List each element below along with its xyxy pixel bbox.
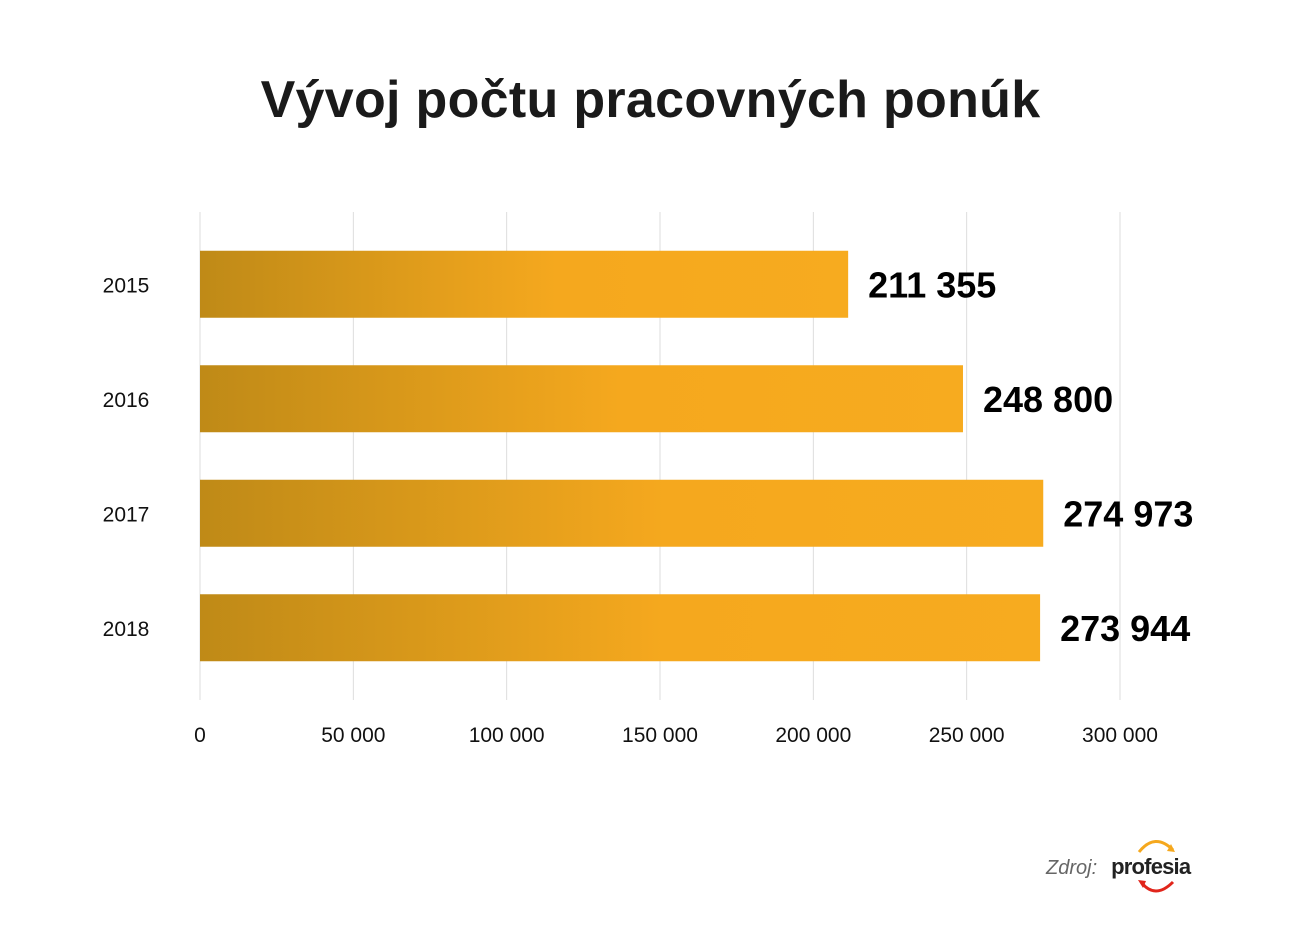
y-category-label: 2015 [103, 274, 150, 297]
x-tick-label: 100 000 [469, 724, 545, 747]
bar-value-label: 248 800 [983, 379, 1113, 420]
bar [200, 365, 963, 433]
bar [200, 479, 1044, 547]
y-category-label: 2017 [103, 503, 150, 526]
labels: 0 50 000 100 000 150 000 200 000 250 000 300 0… [103, 264, 1194, 747]
y-category-label: 2018 [103, 618, 150, 641]
x-tick-label: 250 000 [929, 724, 1005, 747]
y-category-label: 2016 [103, 389, 150, 412]
bar [200, 250, 849, 318]
bar-value-label: 273 944 [1060, 608, 1190, 649]
source-credit: Zdroj: profesia [1046, 838, 1197, 898]
x-tick-label: 50 000 [321, 724, 385, 747]
x-tick-label: 0 [194, 724, 206, 747]
bar [200, 594, 1041, 662]
source-label: Zdroj: [1046, 856, 1098, 879]
logo-arcs-icon [1137, 840, 1176, 893]
x-tick-label: 200 000 [775, 724, 851, 747]
bar-value-label: 274 973 [1063, 493, 1193, 534]
x-tick-label: 300 000 [1082, 724, 1158, 747]
chart-title: Vývoj počtu pracovných ponúk [260, 71, 1041, 129]
profesia-logo: profesia [1111, 838, 1197, 898]
x-tick-label: 150 000 [622, 724, 698, 747]
bars [200, 250, 1044, 662]
bar-value-label: 211 355 [868, 264, 996, 305]
logo-text: profesia [1111, 854, 1191, 879]
